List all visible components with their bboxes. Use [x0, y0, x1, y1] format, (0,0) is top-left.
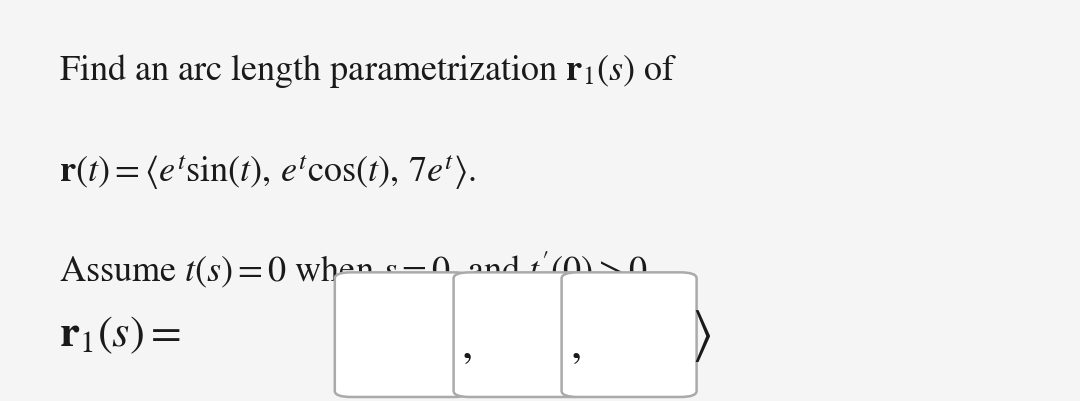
- Text: $\mathbf{r}_1(s) =$: $\mathbf{r}_1(s) =$: [59, 314, 181, 356]
- Text: Find an arc length parametrization $\mathbf{r}_1(s)$ of: Find an arc length parametrization $\mat…: [59, 52, 678, 90]
- Text: $\rangle$: $\rangle$: [691, 307, 711, 363]
- Text: ,: ,: [570, 328, 581, 366]
- Text: $\langle$: $\langle$: [329, 307, 350, 363]
- Text: ,: ,: [461, 328, 472, 366]
- Text: $\mathbf{r}(t) = \langle e^t \sin(t),\, e^t \cos(t),\, 7e^t \rangle.$: $\mathbf{r}(t) = \langle e^t \sin(t),\, …: [59, 152, 476, 191]
- FancyBboxPatch shape: [335, 273, 470, 397]
- FancyBboxPatch shape: [562, 273, 697, 397]
- FancyBboxPatch shape: [454, 273, 589, 397]
- Text: Assume $t(s) = 0$ when $s = 0$, and $t'(0) > 0.$: Assume $t(s) = 0$ when $s = 0$, and $t'(…: [59, 249, 654, 289]
